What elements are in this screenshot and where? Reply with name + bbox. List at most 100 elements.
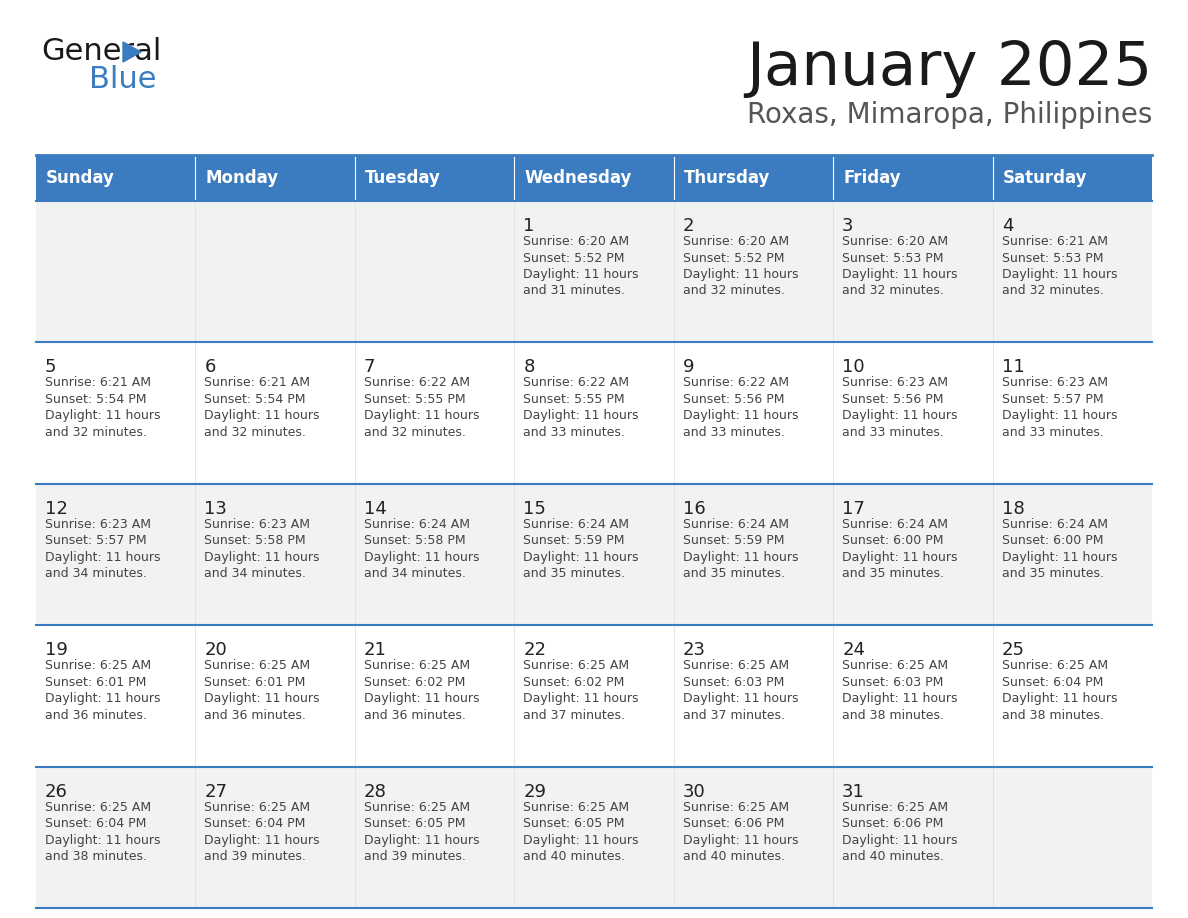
Text: Sunset: 6:05 PM: Sunset: 6:05 PM [364,817,466,830]
Bar [992,767,1152,908]
Text: Daylight: 11 hours: Daylight: 11 hours [523,692,639,705]
Bar [355,484,514,625]
Text: Sunrise: 6:24 AM: Sunrise: 6:24 AM [523,518,630,531]
Text: 4: 4 [1001,217,1013,235]
Text: Sunset: 5:52 PM: Sunset: 5:52 PM [683,252,784,264]
Text: and 35 minutes.: and 35 minutes. [523,567,625,580]
Text: and 38 minutes.: and 38 minutes. [1001,709,1104,722]
Bar [355,201,514,342]
Text: Daylight: 11 hours: Daylight: 11 hours [204,551,320,564]
Text: 31: 31 [842,783,865,800]
Text: Daylight: 11 hours: Daylight: 11 hours [204,409,320,422]
Text: Sunrise: 6:25 AM: Sunrise: 6:25 AM [523,659,630,672]
Text: and 32 minutes.: and 32 minutes. [1001,285,1104,297]
Text: Daylight: 11 hours: Daylight: 11 hours [204,692,320,705]
Text: 17: 17 [842,499,865,518]
Text: and 33 minutes.: and 33 minutes. [842,426,944,439]
Text: and 38 minutes.: and 38 minutes. [842,709,944,722]
Text: Sunrise: 6:23 AM: Sunrise: 6:23 AM [842,376,948,389]
Text: Tuesday: Tuesday [365,169,441,187]
Text: Daylight: 11 hours: Daylight: 11 hours [364,409,479,422]
Text: Daylight: 11 hours: Daylight: 11 hours [842,551,958,564]
Text: and 32 minutes.: and 32 minutes. [45,426,147,439]
Text: Thursday: Thursday [684,169,770,187]
Text: and 33 minutes.: and 33 minutes. [683,426,784,439]
Bar [992,155,1152,201]
Text: 22: 22 [523,641,546,659]
Text: 28: 28 [364,783,387,800]
Text: 16: 16 [683,499,706,518]
Text: Saturday: Saturday [1003,169,1087,187]
Text: Sunset: 5:57 PM: Sunset: 5:57 PM [1001,393,1104,406]
Text: and 36 minutes.: and 36 minutes. [364,709,466,722]
Text: 11: 11 [1001,358,1024,376]
Bar [514,484,674,625]
Text: Sunrise: 6:21 AM: Sunrise: 6:21 AM [204,376,310,389]
Text: Daylight: 11 hours: Daylight: 11 hours [523,268,639,281]
Text: Sunset: 6:04 PM: Sunset: 6:04 PM [45,817,146,830]
Text: 2: 2 [683,217,694,235]
Bar [355,767,514,908]
Text: and 40 minutes.: and 40 minutes. [842,850,944,863]
Text: Sunset: 5:59 PM: Sunset: 5:59 PM [523,534,625,547]
Text: Sunrise: 6:25 AM: Sunrise: 6:25 AM [1001,659,1107,672]
Text: Daylight: 11 hours: Daylight: 11 hours [523,834,639,846]
Bar [196,625,355,767]
Bar [196,767,355,908]
Text: 15: 15 [523,499,546,518]
Bar [674,484,833,625]
Text: Sunrise: 6:24 AM: Sunrise: 6:24 AM [683,518,789,531]
Text: and 39 minutes.: and 39 minutes. [204,850,307,863]
Text: Sunrise: 6:24 AM: Sunrise: 6:24 AM [842,518,948,531]
Text: 7: 7 [364,358,375,376]
Text: Sunset: 5:53 PM: Sunset: 5:53 PM [842,252,943,264]
Text: Sunrise: 6:21 AM: Sunrise: 6:21 AM [1001,235,1107,248]
Text: and 40 minutes.: and 40 minutes. [523,850,625,863]
Text: Sunset: 6:06 PM: Sunset: 6:06 PM [842,817,943,830]
Text: Daylight: 11 hours: Daylight: 11 hours [842,692,958,705]
Bar [196,342,355,484]
Text: Sunset: 5:54 PM: Sunset: 5:54 PM [204,393,307,406]
Text: Sunset: 5:56 PM: Sunset: 5:56 PM [842,393,943,406]
Text: Sunset: 6:03 PM: Sunset: 6:03 PM [683,676,784,688]
Text: Wednesday: Wednesday [524,169,632,187]
Text: Sunset: 5:53 PM: Sunset: 5:53 PM [1001,252,1104,264]
Text: Sunrise: 6:25 AM: Sunrise: 6:25 AM [45,659,151,672]
Text: 6: 6 [204,358,216,376]
Bar [514,625,674,767]
Text: January 2025: January 2025 [746,39,1152,97]
Text: Sunrise: 6:24 AM: Sunrise: 6:24 AM [364,518,470,531]
Text: Sunset: 6:03 PM: Sunset: 6:03 PM [842,676,943,688]
Text: 18: 18 [1001,499,1024,518]
Bar [833,484,992,625]
Text: Sunrise: 6:22 AM: Sunrise: 6:22 AM [523,376,630,389]
Bar [833,767,992,908]
Bar [355,342,514,484]
Bar [355,155,514,201]
Bar [36,625,196,767]
Text: Sunrise: 6:20 AM: Sunrise: 6:20 AM [523,235,630,248]
Bar [514,155,674,201]
Text: Sunset: 6:05 PM: Sunset: 6:05 PM [523,817,625,830]
Text: and 34 minutes.: and 34 minutes. [204,567,307,580]
Text: Sunrise: 6:25 AM: Sunrise: 6:25 AM [683,800,789,813]
Text: 5: 5 [45,358,57,376]
Text: and 35 minutes.: and 35 minutes. [842,567,944,580]
Text: 12: 12 [45,499,68,518]
Text: 26: 26 [45,783,68,800]
Text: 25: 25 [1001,641,1024,659]
Bar [674,155,833,201]
Text: 9: 9 [683,358,694,376]
Text: and 33 minutes.: and 33 minutes. [523,426,625,439]
Text: Sunset: 6:04 PM: Sunset: 6:04 PM [1001,676,1102,688]
Bar [674,625,833,767]
Bar [674,201,833,342]
Text: Daylight: 11 hours: Daylight: 11 hours [683,834,798,846]
Text: and 32 minutes.: and 32 minutes. [842,285,944,297]
Text: Sunrise: 6:25 AM: Sunrise: 6:25 AM [364,659,470,672]
Text: Sunset: 5:59 PM: Sunset: 5:59 PM [683,534,784,547]
Text: Sunrise: 6:25 AM: Sunrise: 6:25 AM [204,659,310,672]
Text: Sunset: 5:55 PM: Sunset: 5:55 PM [364,393,466,406]
Text: and 37 minutes.: and 37 minutes. [523,709,625,722]
Text: and 31 minutes.: and 31 minutes. [523,285,625,297]
